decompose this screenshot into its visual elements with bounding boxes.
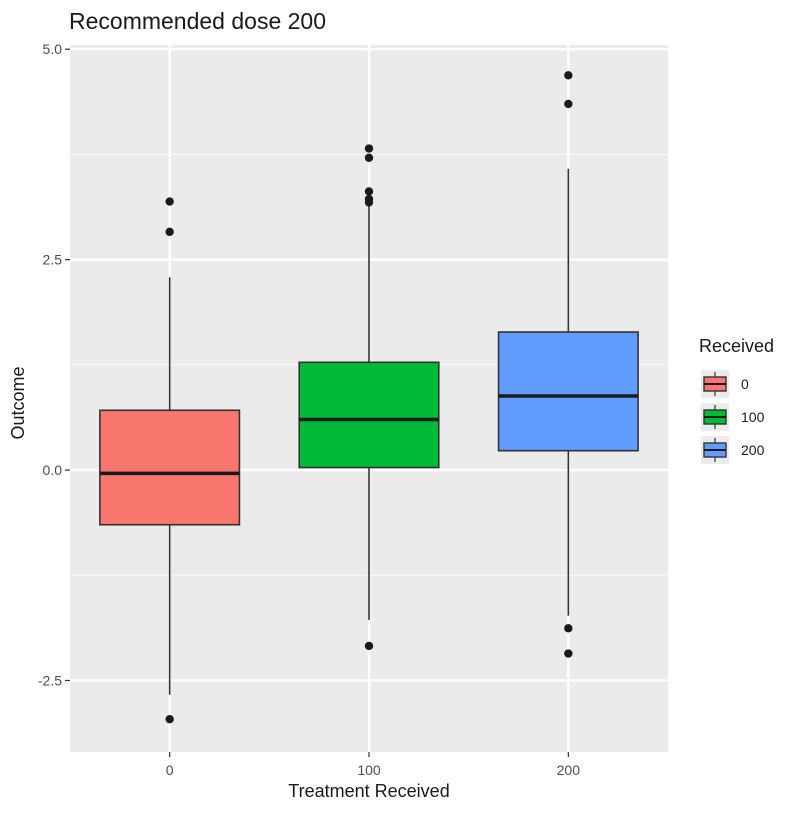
x-axis-label: Treatment Received [288,781,449,801]
x-tick-label: 100 [357,762,381,778]
outlier-point [564,71,573,80]
box-iqr [298,361,440,469]
legend-title: Received [699,336,775,356]
box-iqr [497,331,639,452]
y-axis-label: Outcome [8,366,28,439]
outlier-point [364,144,374,153]
outlier-point [165,227,174,237]
box-100 [298,144,440,651]
y-tick-label: 5.0 [43,41,63,57]
chart-title: Recommended dose 200 [69,8,326,34]
legend-item-0: 0 [701,370,749,398]
box-iqr [99,409,241,526]
outlier-point [364,198,374,207]
y-tick-label: 2.5 [43,252,63,268]
legend-item-100: 100 [701,403,765,431]
x-tick-label: 0 [166,762,174,778]
x-tick-label: 200 [557,762,581,778]
outlier-point [364,153,374,162]
y-tick-label: -2.5 [38,672,62,688]
outlier-point [165,197,174,206]
outlier-point [564,649,573,658]
outlier-point [364,187,374,196]
outlier-point [564,624,573,633]
axes: -2.5 0.0 2.5 5.0 0 100 200 [38,41,580,778]
y-tick-label: 0.0 [43,462,63,478]
outlier-point [165,714,174,724]
outlier-point [364,641,374,651]
legend: 0 100 200 [701,370,765,464]
legend-item-200: 200 [701,436,765,464]
legend-label: 100 [741,409,765,425]
legend-label: 0 [741,376,749,392]
box-0 [99,197,241,724]
box-200 [497,71,639,658]
legend-label: 200 [741,442,765,458]
boxes [99,71,639,724]
outlier-point [564,99,573,109]
